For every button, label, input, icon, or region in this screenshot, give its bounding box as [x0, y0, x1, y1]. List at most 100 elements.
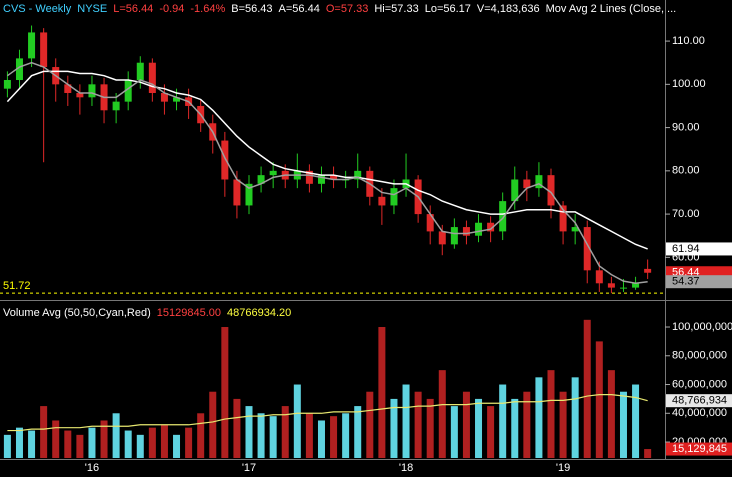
- candle-body: [112, 101, 120, 111]
- volume-bar: [293, 384, 301, 458]
- candle-body: [173, 97, 181, 102]
- volume-bar: [3, 434, 11, 458]
- x-tick-label: '17: [242, 462, 256, 474]
- volume-bar: [595, 341, 603, 458]
- info-text: A=56.44: [279, 3, 320, 15]
- volume-bar: [426, 398, 434, 458]
- info-text: 48766934.20: [227, 307, 291, 319]
- candle-body: [15, 58, 23, 81]
- candle-body: [124, 80, 132, 102]
- candle-body: [462, 227, 470, 236]
- candle-body: [475, 222, 483, 236]
- value-label-box: [666, 394, 732, 408]
- candle-body: [632, 283, 640, 288]
- candle-body: [426, 214, 434, 232]
- price-label: 54.37: [672, 276, 700, 288]
- y-tick-label: 40,000,000: [672, 407, 727, 419]
- info-text: 15129845.00: [157, 307, 221, 319]
- price-label-box: [666, 275, 732, 289]
- candle-body: [148, 62, 156, 93]
- volume-bar: [499, 384, 507, 458]
- y-tick-label: 100,000,000: [672, 321, 732, 333]
- volume-bar: [523, 391, 531, 458]
- candle-body: [607, 283, 615, 288]
- volume-bar: [619, 391, 627, 458]
- volume-bar: [342, 413, 350, 458]
- candle-body: [583, 227, 591, 271]
- volume-bar: [221, 327, 229, 458]
- candle-body: [317, 175, 325, 184]
- volume-bar: [402, 384, 410, 458]
- volume-bar: [88, 427, 96, 458]
- price-label-box: [666, 242, 732, 256]
- volume-bar: [160, 424, 168, 458]
- candle-body: [160, 92, 168, 102]
- volume-bar: [245, 406, 253, 458]
- candle-body: [257, 175, 265, 184]
- candle-body: [547, 175, 555, 206]
- candle-body: [245, 183, 253, 206]
- volume-bar: [475, 398, 483, 458]
- volume-bar: [28, 430, 36, 458]
- volume-bar: [281, 406, 289, 458]
- candle-body: [571, 227, 579, 232]
- volume-bar: [233, 398, 241, 458]
- x-tick-label: '18: [399, 462, 413, 474]
- volume-bar: [583, 319, 591, 458]
- candle-body: [330, 175, 338, 180]
- candle-body: [88, 84, 96, 98]
- candle-body: [354, 170, 362, 180]
- candle-body: [438, 231, 446, 245]
- volume-bar: [390, 398, 398, 458]
- volume-bar: [354, 406, 362, 458]
- candle-body: [136, 62, 144, 81]
- candle-body: [76, 92, 84, 98]
- volume-bar: [535, 377, 543, 458]
- moving-average-line: [6, 70, 648, 250]
- volume-bar: [607, 370, 615, 458]
- volume-bar: [632, 384, 640, 458]
- volume-bar: [209, 391, 217, 458]
- candle-body: [487, 222, 495, 232]
- low-line-label: 51.72: [3, 280, 31, 292]
- volume-bar: [317, 420, 325, 458]
- volume-bar: [438, 370, 446, 458]
- volume-bar: [547, 370, 555, 458]
- candle-body: [269, 170, 277, 176]
- candle-body: [233, 179, 241, 206]
- candle-body: [535, 175, 543, 189]
- volume-bar: [462, 391, 470, 458]
- volume-bar: [257, 413, 265, 458]
- volume-bar: [197, 413, 205, 458]
- volume-bar: [112, 413, 120, 458]
- volume-bar: [414, 391, 422, 458]
- info-text: -0.94: [159, 3, 184, 15]
- candle-body: [378, 196, 386, 206]
- volume-bar: [269, 416, 277, 458]
- candle-body: [644, 268, 652, 273]
- candle-body: [40, 32, 48, 68]
- candle-body: [3, 80, 11, 89]
- x-tick-label: '19: [556, 462, 570, 474]
- candle-body: [619, 287, 627, 289]
- info-text: -1.64%: [190, 3, 225, 15]
- y-tick-label: 100.00: [672, 78, 706, 90]
- candle-body: [511, 179, 519, 202]
- x-tick-label: '16: [85, 462, 99, 474]
- candle-body: [64, 84, 72, 93]
- volume-bar: [644, 449, 652, 458]
- info-text: L=56.44: [113, 3, 153, 15]
- y-tick-label: 110.00: [672, 35, 705, 47]
- info-text: Volume Avg (50,50,Cyan,Red): [3, 307, 151, 319]
- candle-body: [499, 201, 507, 232]
- volume-bar: [173, 434, 181, 458]
- volume-bar: [15, 427, 23, 458]
- candle-body: [390, 188, 398, 206]
- volume-bar: [136, 434, 144, 458]
- candle-body: [221, 140, 229, 180]
- value-label: 48,766,934: [672, 395, 727, 407]
- volume-bar: [124, 430, 132, 458]
- info-text: Mov Avg 2 Lines (Close, ...: [546, 3, 677, 15]
